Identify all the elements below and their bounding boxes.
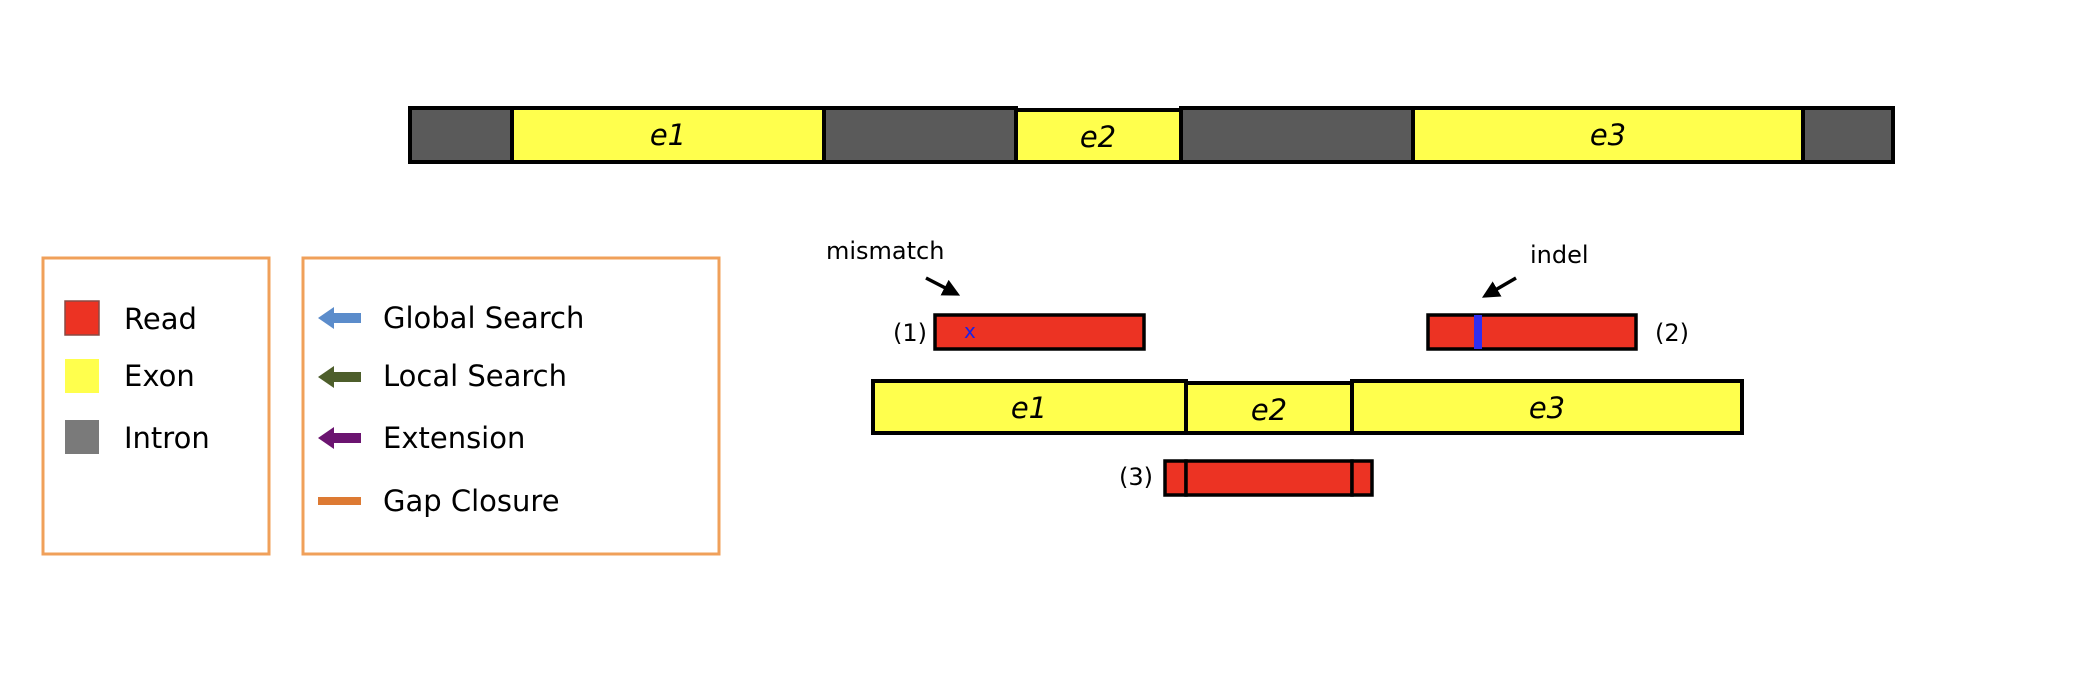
indel-mark (1474, 315, 1482, 349)
gene-exon-2-label: e2 (1080, 120, 1116, 154)
legend-intron-label: Intron (124, 421, 210, 455)
arrow-left-icon (318, 307, 361, 329)
mismatch-mark: x (964, 319, 976, 343)
gene-intron-4 (1801, 106, 1895, 164)
mismatch-label: mismatch (826, 237, 944, 265)
read-2-label: (2) (1655, 319, 1689, 347)
read-3-right-segment (1350, 459, 1374, 497)
gene-structure: e1 e2 e3 (408, 106, 1895, 164)
legend-extension-label: Extension (383, 421, 525, 455)
arrow-left-icon (318, 366, 361, 388)
legend-local-search-label: Local Search (383, 359, 567, 393)
legend-feature-types: Read Exon Intron (41, 256, 271, 556)
intron-swatch (65, 420, 99, 454)
exon-swatch (65, 359, 99, 393)
read-1-label: (1) (893, 319, 927, 347)
legend-read-label: Read (124, 302, 197, 336)
legend-exon-label: Exon (124, 359, 195, 393)
gene-intron-3 (1179, 106, 1415, 164)
arrow-left-icon (318, 427, 361, 449)
gene-exon-1-label: e1 (650, 118, 686, 152)
gene-exon-3 (1411, 106, 1805, 164)
legend-box (301, 256, 721, 556)
mismatch-arrow (925, 276, 961, 296)
transcript-exon-3 (1350, 379, 1744, 435)
read-3-middle-segment (1184, 459, 1354, 497)
read-swatch (64, 300, 100, 336)
indel-label: indel (1530, 241, 1589, 269)
transcript-exon-2 (1184, 381, 1354, 435)
gene-intron-2 (822, 106, 1018, 164)
transcript-exon-2-label: e2 (1251, 393, 1287, 427)
legend-global-search-label: Global Search (383, 301, 584, 335)
gene-exon-3-label: e3 (1590, 118, 1626, 152)
transcript-exon-1-label: e1 (1011, 391, 1047, 425)
read-3-left-segment (1163, 459, 1188, 497)
gene-intron-1 (408, 106, 514, 164)
legend-alignment-steps: Global Search Local Search Extension Gap… (301, 256, 721, 556)
transcript-exon-3-label: e3 (1529, 391, 1565, 425)
dash-icon (318, 497, 361, 505)
read-2 (1426, 313, 1638, 351)
read-1 (933, 313, 1146, 351)
gene-exon-2 (1014, 108, 1183, 164)
read-alignments: mismatch (1) x indel (2) e1 e2 e3 (3) (826, 237, 1744, 497)
gene-exon-1 (510, 106, 826, 164)
read-3-label: (3) (1119, 463, 1153, 491)
indel-arrow (1481, 276, 1517, 298)
legend-gap-closure-label: Gap Closure (383, 484, 560, 518)
